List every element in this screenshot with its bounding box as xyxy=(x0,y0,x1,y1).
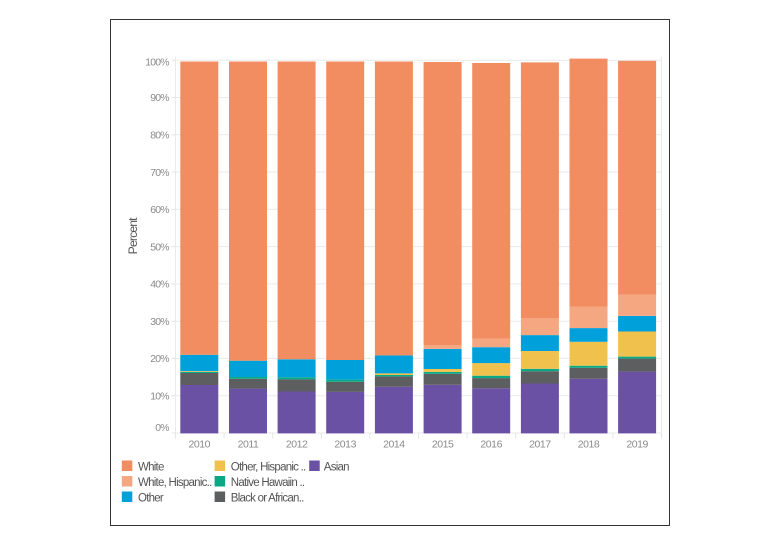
svg-text:White, Hispanic..: White, Hispanic.. xyxy=(138,477,212,489)
svg-text:White: White xyxy=(138,461,164,473)
svg-text:100%: 100% xyxy=(145,58,169,69)
svg-text:Black or African..: Black or African.. xyxy=(231,492,304,504)
svg-text:20%: 20% xyxy=(150,354,169,365)
svg-text:2017: 2017 xyxy=(529,439,551,451)
svg-text:30%: 30% xyxy=(150,317,169,328)
svg-text:90%: 90% xyxy=(150,93,169,104)
svg-text:Percent: Percent xyxy=(126,217,140,255)
svg-text:0%: 0% xyxy=(155,423,169,434)
svg-text:10%: 10% xyxy=(150,391,169,402)
svg-text:2012: 2012 xyxy=(286,439,308,451)
svg-text:2019: 2019 xyxy=(626,439,648,451)
svg-text:2015: 2015 xyxy=(432,439,454,451)
svg-text:2010: 2010 xyxy=(189,439,211,451)
svg-text:2011: 2011 xyxy=(238,439,259,451)
svg-text:60%: 60% xyxy=(150,205,169,216)
svg-text:Other, Hispanic ..: Other, Hispanic .. xyxy=(231,461,306,473)
svg-text:80%: 80% xyxy=(150,131,169,142)
svg-text:Other: Other xyxy=(138,492,164,504)
svg-text:2014: 2014 xyxy=(383,439,405,451)
svg-text:2016: 2016 xyxy=(480,439,502,451)
svg-text:40%: 40% xyxy=(150,280,169,291)
svg-text:2018: 2018 xyxy=(578,439,600,451)
svg-text:50%: 50% xyxy=(150,242,169,253)
svg-text:2013: 2013 xyxy=(334,439,356,451)
svg-text:Native Hawaiin ..: Native Hawaiin .. xyxy=(231,477,305,489)
svg-text:Asian: Asian xyxy=(324,461,349,473)
svg-text:70%: 70% xyxy=(150,168,169,179)
